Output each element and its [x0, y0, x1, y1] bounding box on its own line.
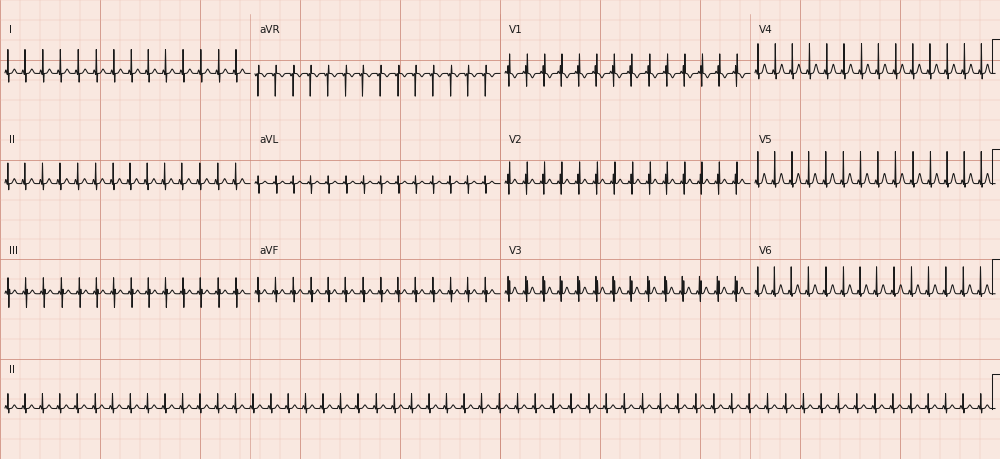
- Text: I: I: [9, 25, 12, 35]
- Text: V1: V1: [509, 25, 523, 35]
- Text: V4: V4: [759, 25, 773, 35]
- Text: II: II: [9, 365, 15, 375]
- Text: aVL: aVL: [259, 135, 278, 146]
- Text: V5: V5: [759, 135, 773, 146]
- Text: III: III: [9, 246, 18, 256]
- Text: V3: V3: [509, 246, 523, 256]
- Text: aVF: aVF: [259, 246, 278, 256]
- Text: V2: V2: [509, 135, 523, 146]
- Text: V6: V6: [759, 246, 773, 256]
- Text: aVR: aVR: [259, 25, 280, 35]
- Text: II: II: [9, 135, 15, 146]
